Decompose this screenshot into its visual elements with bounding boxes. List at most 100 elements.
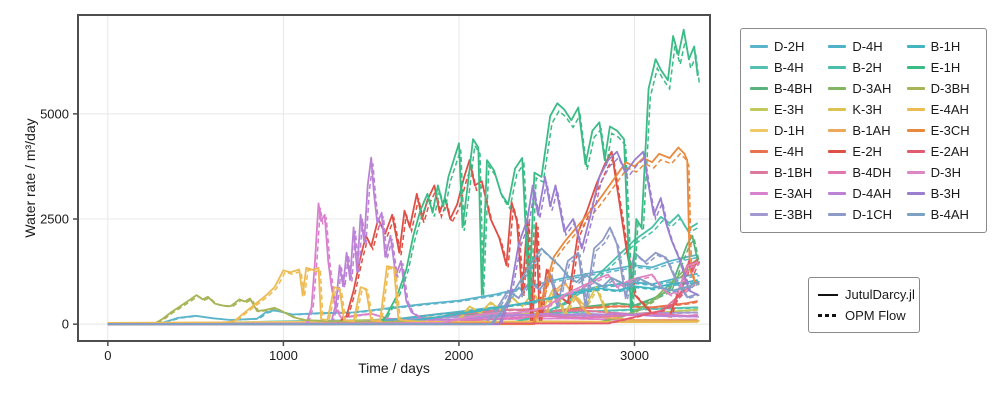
x-tick-label: 3000 (620, 348, 649, 363)
series-opmflow-B-4AH (109, 249, 700, 325)
series-jutuldarcy-D-4AH (107, 156, 698, 326)
y-tick-label: 0 (62, 317, 69, 332)
y-axis-label: Water rate / m³/day (22, 118, 38, 238)
legend-line-swatch (906, 108, 925, 111)
legend-entry-E-1H: E-1H (906, 57, 977, 78)
legend-entry-B-4BH: B-4BH (750, 78, 820, 99)
series-opmflow-E-2H (109, 155, 700, 325)
legend-entry-B-2H: B-2H (828, 57, 898, 78)
legend-label: E-3AH (774, 186, 813, 201)
series-jutuldarcy-D-3BH (107, 294, 698, 326)
legend-label: B-4H (774, 60, 804, 75)
legend-label: K-3H (852, 102, 882, 117)
legend-line-swatch (750, 66, 768, 69)
legend-label: B-4DH (852, 165, 892, 180)
legend-label: B-3H (930, 186, 961, 201)
series-jutuldarcy-E-3CH (107, 146, 699, 326)
legend-entry-B-4H: B-4H (750, 57, 820, 78)
simulator-legend: JutulDarcy.jl OPM Flow (808, 277, 920, 333)
legend-line-swatch (906, 213, 925, 216)
legend-label: B-1H (930, 39, 961, 54)
y-tick-label: 5000 (40, 106, 69, 121)
legend-entry-E-4H: E-4H (750, 141, 820, 162)
legend-line-swatch (828, 45, 847, 48)
legend-label: E-3BH (774, 207, 813, 222)
legend-entry-D-3AH: D-3AH (828, 78, 898, 99)
legend-line-swatch (828, 213, 847, 216)
legend-line-swatch (828, 129, 847, 132)
legend-label: B-2H (852, 60, 882, 75)
legend-label: E-3H (774, 102, 804, 117)
solid-line-swatch (818, 293, 838, 296)
legend-label: B-1BH (774, 165, 813, 180)
legend-line-swatch (906, 45, 925, 48)
legend-label: D-4AH (852, 186, 892, 201)
legend-label: JutulDarcy.jl (845, 287, 915, 302)
series-opmflow-E-3CH (109, 152, 701, 325)
legend-entry-D-1H: D-1H (750, 120, 820, 141)
legend-label: OPM Flow (845, 308, 906, 323)
series-jutuldarcy-B-4AH (107, 247, 699, 326)
legend-line-swatch (750, 108, 768, 111)
legend-line-swatch (906, 150, 925, 153)
legend-line-swatch (828, 108, 847, 111)
legend-label: E-4H (774, 144, 804, 159)
legend-line-swatch (828, 171, 847, 174)
legend-label: E-4AH (930, 102, 969, 117)
legend-label: D-1CH (852, 207, 893, 222)
legend-label: D-3AH (852, 81, 892, 96)
legend-entry-E-3H: E-3H (750, 99, 820, 120)
series-jutuldarcy-B-1H (107, 279, 698, 326)
legend-entry-D-2H: D-2H (750, 36, 820, 57)
plot-frame (77, 14, 711, 342)
series-opmflow-B-3H (109, 156, 700, 325)
series-opmflow-E-2AH (109, 260, 701, 325)
legend-line-swatch (750, 129, 768, 132)
legend-entry-E-2AH: E-2AH (906, 141, 977, 162)
series-jutuldarcy-E-1H (107, 28, 699, 326)
legend-line-swatch (906, 66, 925, 69)
legend-entry-D-3H: D-3H (906, 162, 977, 183)
legend-entry-jutuldarcy: JutulDarcy.jl (818, 287, 915, 302)
legend-label: B-1AH (852, 123, 891, 138)
x-axis-label: Time / days (358, 360, 430, 376)
well-legend: D-2H B-4H B-4BH E-3H D-1H E-4H B-1BH E-3AH E-3BH… (740, 28, 987, 233)
legend-line-swatch (906, 192, 925, 195)
legend-entry-E-3AH: E-3AH (750, 183, 820, 204)
legend-label: E-3CH (930, 123, 970, 138)
legend-line-swatch (906, 171, 925, 174)
series-opmflow-E-1H (109, 39, 701, 325)
legend-label: D-4H (852, 39, 883, 54)
legend-entry-opmflow: OPM Flow (818, 308, 910, 323)
legend-label: E-1H (930, 60, 961, 75)
legend-label: D-2H (774, 39, 805, 54)
series-jutuldarcy-B-3H (107, 150, 699, 326)
legend-entry-B-4AH: B-4AH (906, 204, 977, 225)
axis-ticks: 0 1000 2000 3000 0 2500 5000 (40, 106, 649, 363)
legend-label: D-3BH (930, 81, 970, 96)
legend-label: E-2H (852, 144, 882, 159)
legend-line-swatch (750, 192, 768, 195)
x-tick-label: 1000 (269, 348, 298, 363)
legend-entry-D-4H: D-4H (828, 36, 898, 57)
legend-label: B-4BH (774, 81, 813, 96)
legend-entry-D-4AH: D-4AH (828, 183, 898, 204)
legend-label: B-4AH (930, 207, 969, 222)
legend-line-swatch (750, 45, 768, 48)
legend-line-swatch (828, 66, 847, 69)
legend-label: D-3H (930, 165, 961, 180)
series-opmflow-D-4AH (109, 163, 700, 325)
legend-line-swatch (906, 87, 925, 90)
legend-line-swatch (750, 87, 768, 90)
legend-line-swatch (750, 213, 768, 216)
y-tick-label: 2500 (40, 212, 69, 227)
x-tick-label: 0 (104, 348, 111, 363)
legend-entry-E-4AH: E-4AH (906, 99, 977, 120)
x-tick-label: 2000 (444, 348, 473, 363)
legend-line-swatch (828, 87, 847, 90)
legend-entry-B-1AH: B-1AH (828, 120, 898, 141)
series-jutuldarcy-E-2AH (107, 258, 699, 326)
legend-entry-B-4DH: B-4DH (828, 162, 898, 183)
